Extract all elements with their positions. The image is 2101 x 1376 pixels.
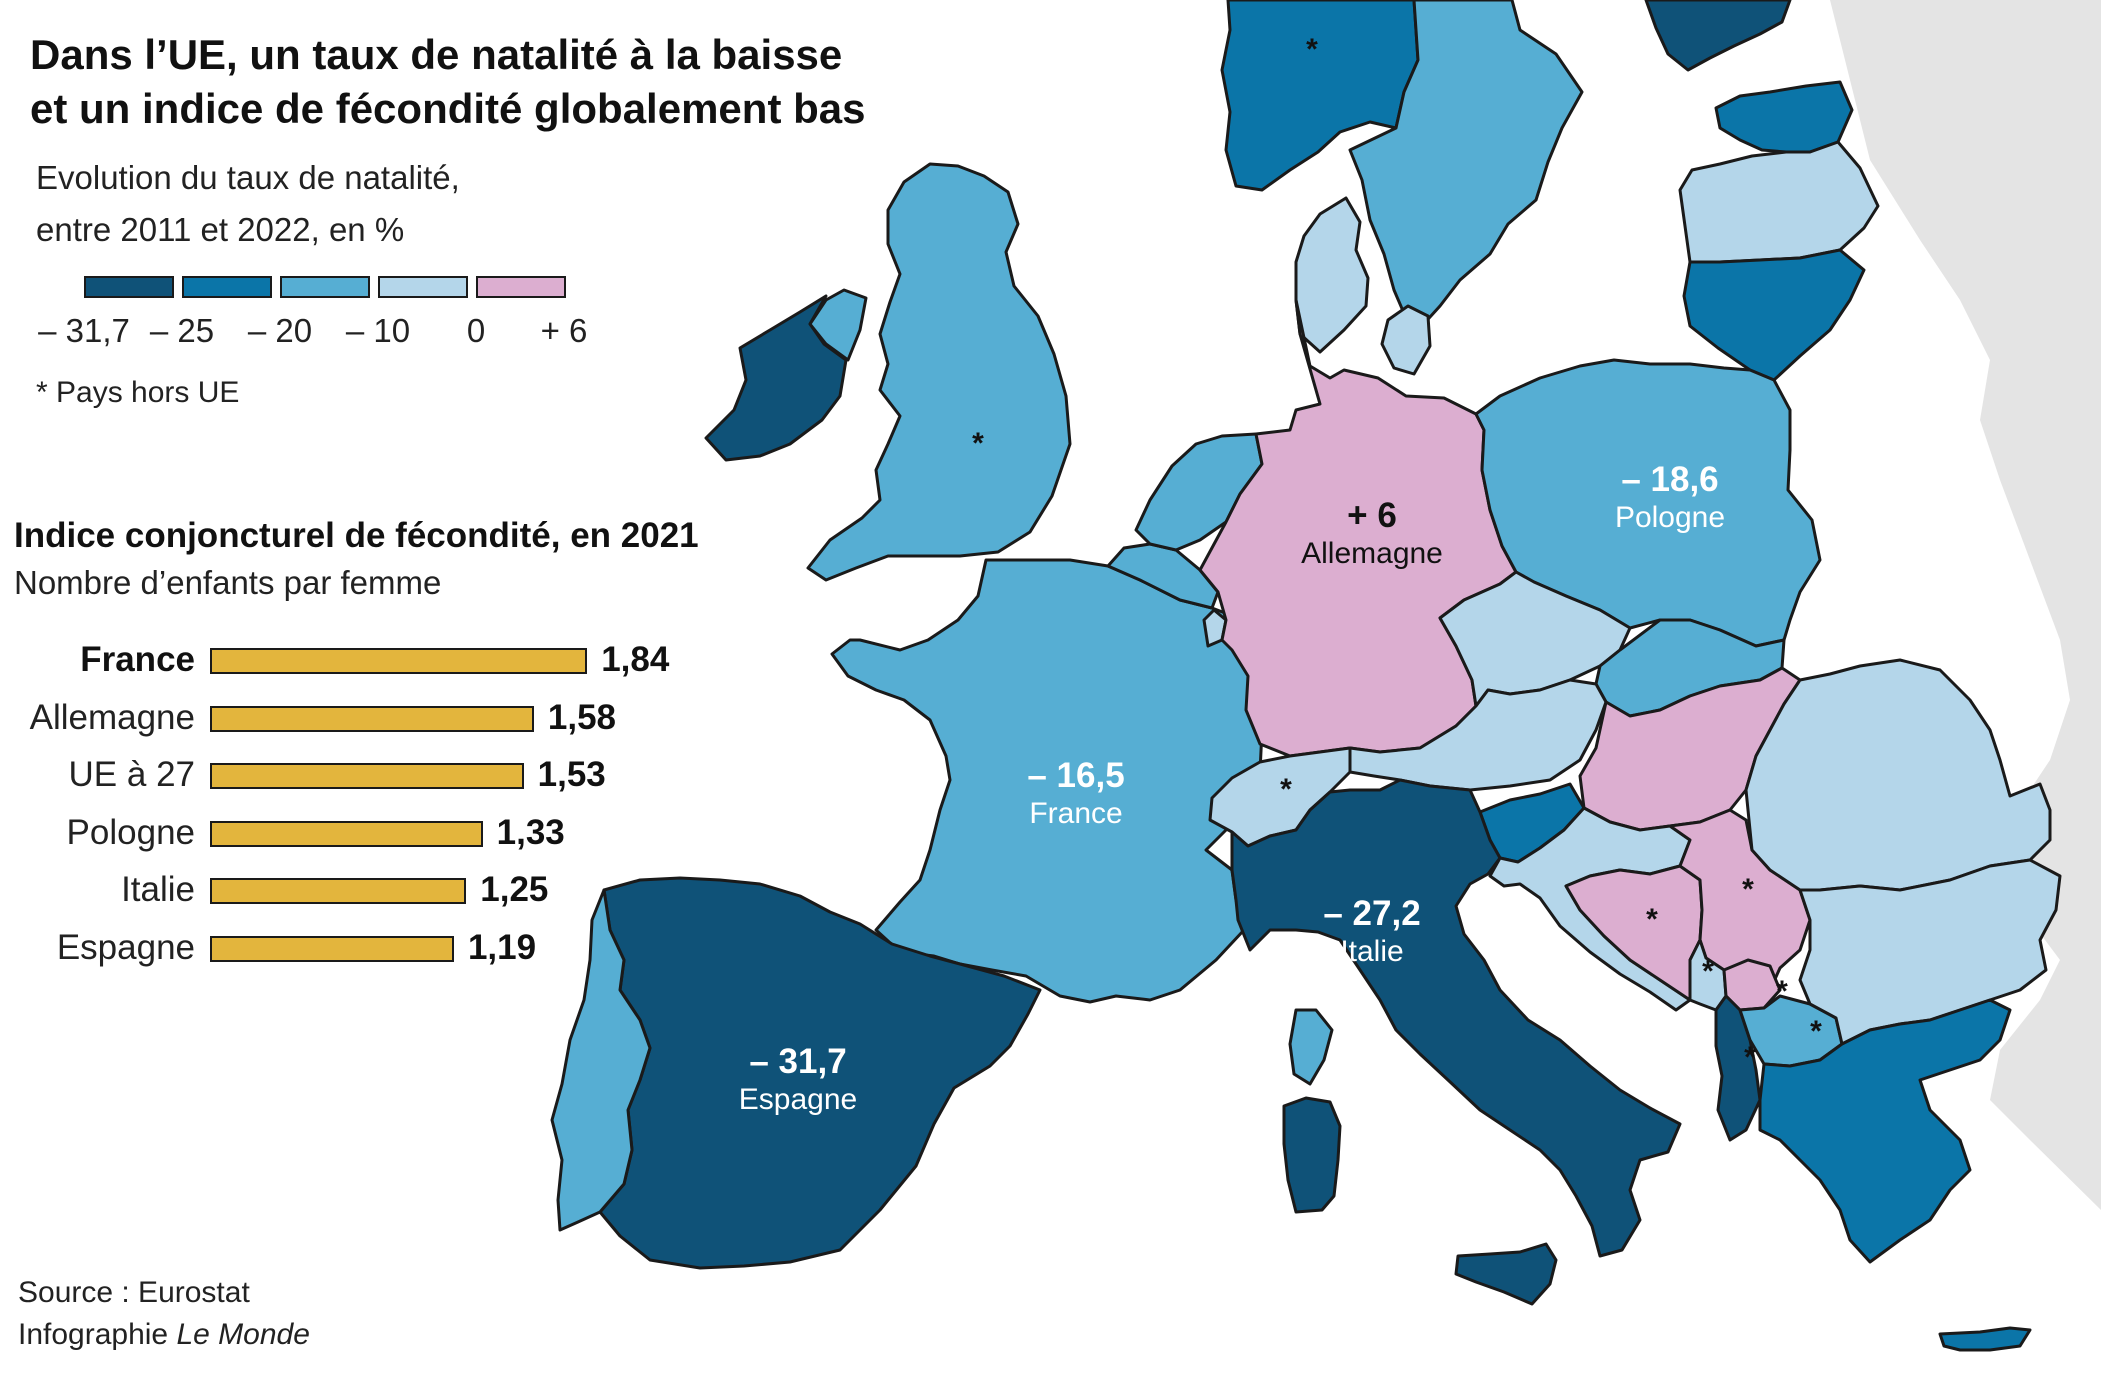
fertility-row-label: UE à 27 [68, 755, 195, 794]
spain-value: – 31,7 [749, 1042, 847, 1081]
poland-value: – 18,6 [1621, 460, 1719, 499]
fertility-row: Allemagne 1,58 [0, 698, 760, 738]
country-romania [1744, 658, 2052, 892]
non-eu-asterisk: * [1646, 903, 1658, 936]
non-eu-asterisk: * [1810, 1015, 1822, 1048]
source-text: Source : Eurostat [18, 1276, 250, 1309]
fertility-bar [210, 648, 588, 674]
fertility-title: Indice conjoncturel de fécondité, en 202… [14, 516, 699, 555]
title-line-1: Dans l’UE, un taux de natalité à la bais… [30, 31, 843, 78]
non-eu-asterisk: * [1306, 33, 1318, 66]
subtitle-line-2: entre 2011 et 2022, en % [36, 211, 405, 248]
country-sardinia [1282, 1096, 1342, 1214]
legend-swatch [378, 276, 468, 298]
country-crete [1938, 1326, 2032, 1352]
country-latvia [1678, 140, 1880, 264]
fertility-bar-value: 1,25 [480, 870, 549, 909]
non-eu-asterisk: * [1744, 1041, 1756, 1074]
fertility-bar [210, 878, 467, 904]
country-greece [1758, 998, 2012, 1264]
label-germany: + 6 Allemagne [1301, 496, 1443, 572]
fertility-row: Espagne 1,19 [0, 928, 760, 968]
fertility-row-label: France [80, 640, 195, 679]
label-spain: – 31,7 Espagne [739, 1042, 857, 1118]
legend-swatch [182, 276, 272, 298]
france-name: France [1029, 797, 1123, 830]
non-eu-asterisk: * [1776, 975, 1788, 1008]
germany-name: Allemagne [1301, 537, 1443, 570]
country-northern-ireland [808, 288, 868, 362]
fertility-bar [210, 705, 534, 732]
fertility-bar-value: 1,53 [537, 755, 606, 794]
legend-tick-label: 0 [466, 312, 486, 349]
legend-tick-label: – 25 [149, 312, 215, 349]
label-italy: – 27,2 Italie [1323, 894, 1420, 970]
fertility-row: UE à 27 1,53 [0, 755, 760, 795]
country-sicily [1454, 1242, 1558, 1306]
chart-title: Dans l’UE, un taux de natalité à la bais… [30, 28, 950, 136]
legend-tick-label: – 10 [345, 312, 411, 349]
country-estonia [1714, 80, 1854, 154]
country-ireland [704, 294, 848, 462]
source-block: Source : Eurostat Infographie Le Monde [18, 1272, 310, 1356]
map-subtitle: Evolution du taux de natalité, entre 201… [36, 152, 596, 256]
country-denmark [1294, 196, 1370, 354]
non-eu-note: * Pays hors UE [36, 376, 240, 409]
country-united-kingdom [806, 162, 1072, 582]
fertility-row: Italie 1,25 [0, 870, 760, 910]
country-sweden [1348, 0, 1584, 330]
poland-name: Pologne [1614, 501, 1726, 534]
subtitle-line-1: Evolution du taux de natalité, [36, 159, 460, 196]
germany-value: + 6 [1347, 496, 1397, 535]
country-bulgaria [1798, 858, 2062, 1046]
fertility-bar [210, 820, 483, 847]
publisher-name: Le Monde [176, 1318, 310, 1351]
fertility-row: Pologne 1,33 [0, 813, 760, 853]
country-italy [1230, 778, 1682, 1258]
legend-swatch [476, 276, 566, 298]
credit-line: Infographie Le Monde [18, 1314, 310, 1356]
legend-swatch [84, 276, 174, 298]
fertility-bar [210, 763, 524, 789]
fertility-row-label: Pologne [66, 812, 195, 852]
fertility-bar-value: 1,58 [547, 697, 617, 737]
fertility-bar-value: 1,84 [601, 640, 670, 679]
label-poland: – 18,6 Pologne [1615, 460, 1725, 536]
country-lithuania [1682, 248, 1866, 382]
fertility-row-label: Italie [121, 870, 195, 909]
legend-tick-label: – 31,7 [38, 312, 130, 349]
italy-name: Italie [1340, 935, 1404, 968]
non-eu-asterisk: * [1280, 773, 1292, 806]
fertility-bar-value: 1,19 [467, 927, 537, 967]
italy-value: – 27,2 [1323, 894, 1421, 933]
non-eu-asterisk: * [1702, 955, 1714, 988]
country-finland [1644, 0, 1792, 72]
fertility-bar [210, 935, 454, 962]
country-portugal [550, 888, 652, 1232]
legend-tick-label: + 6 [540, 312, 588, 349]
spain-name: Espagne [738, 1083, 858, 1116]
non-eu-asterisk: * [1742, 873, 1754, 906]
fertility-subtitle: Nombre d’enfants par femme [14, 564, 442, 601]
country-denmark-island [1380, 304, 1432, 376]
legend-tick-label: – 20 [247, 312, 313, 349]
fertility-bar-value: 1,33 [496, 812, 565, 852]
fertility-row-label: Allemagne [29, 697, 195, 737]
country-austria [1348, 678, 1608, 792]
credit-text: Infographie [18, 1318, 169, 1351]
non-eu-asterisk: * [972, 427, 984, 460]
legend-swatch [280, 276, 370, 298]
france-value: – 16,5 [1027, 756, 1125, 795]
fertility-row: France 1,84 [0, 640, 760, 680]
title-line-2: et un indice de fécondité globalement ba… [30, 85, 866, 132]
label-france: – 16,5 France [1027, 756, 1124, 832]
country-corsica [1288, 1008, 1334, 1086]
fertility-row-label: Espagne [56, 927, 195, 967]
